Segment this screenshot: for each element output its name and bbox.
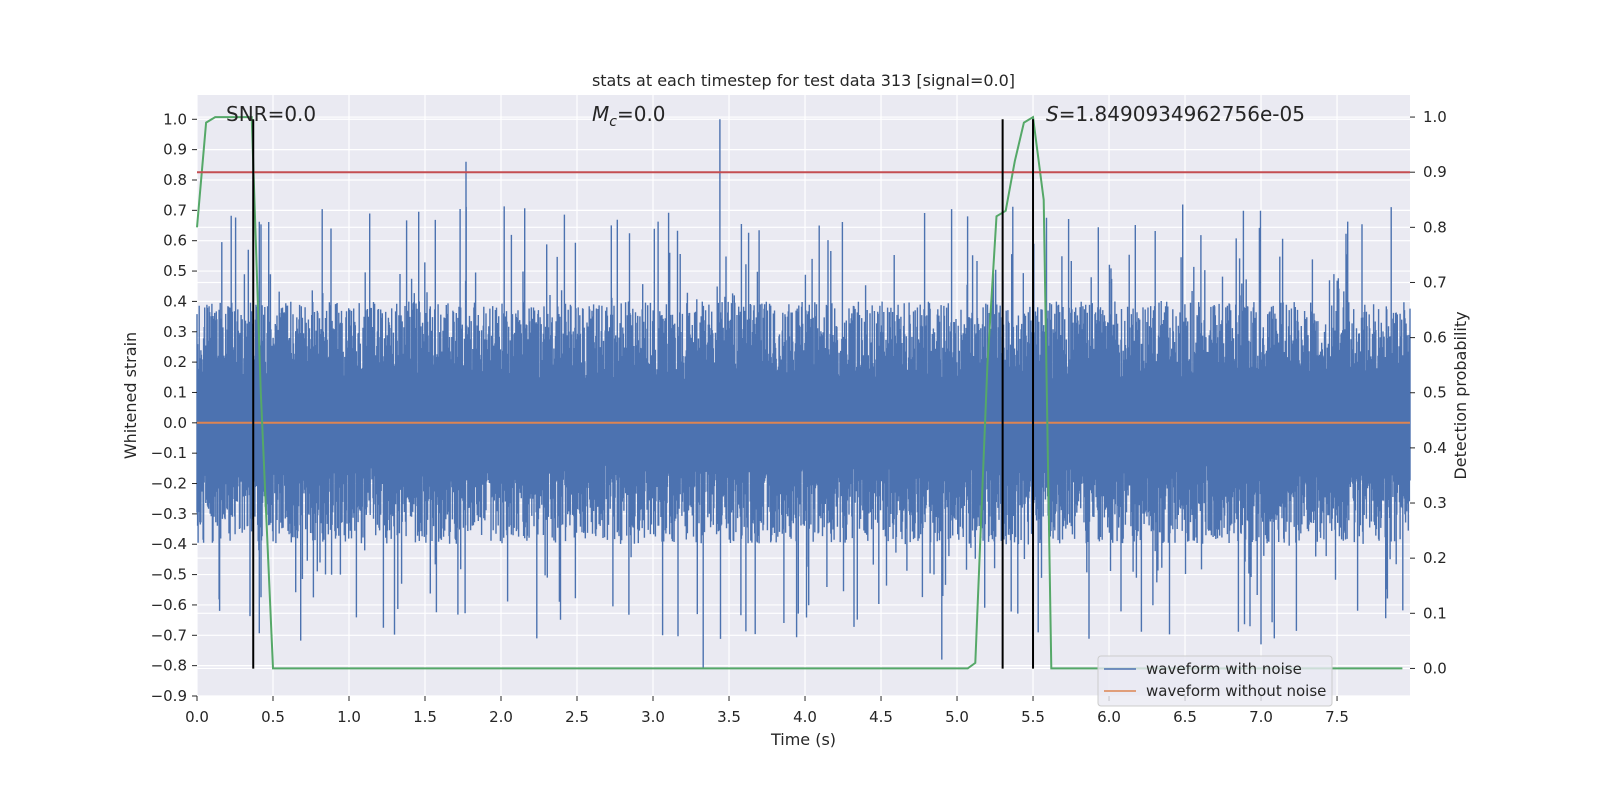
y-tick-label: −0.8: [151, 657, 187, 675]
y-tick-label: 0.0: [163, 414, 187, 432]
x-tick-label: 3.0: [641, 708, 665, 726]
chirp-mass-subscript: c: [609, 114, 617, 130]
y-tick-label: 0.2: [163, 353, 187, 371]
x-tick-label: 6.0: [1097, 708, 1121, 726]
y2-tick-label: 0.6: [1423, 329, 1447, 347]
y-tick-label: −0.2: [151, 475, 187, 493]
x-tick-label: 4.0: [793, 708, 817, 726]
y-tick-label: 0.9: [163, 141, 187, 159]
snr-value: =0.0: [268, 102, 317, 126]
s-symbol: S: [1046, 102, 1059, 126]
legend: waveform with noise waveform without noi…: [1097, 655, 1333, 707]
y-tick-label: −0.3: [151, 505, 187, 523]
y2-tick-label: 0.7: [1423, 273, 1447, 291]
y-tick-label: 0.8: [163, 171, 187, 189]
x-tick-label: 0.0: [185, 708, 209, 726]
y-tick-label: −0.1: [151, 444, 187, 462]
x-tick-label: 3.5: [717, 708, 741, 726]
x-axis-label: Time (s): [770, 730, 836, 749]
y2-tick-label: 0.8: [1423, 218, 1447, 236]
series-line-2: [196, 115, 1403, 670]
y-tick-label: 0.6: [163, 232, 187, 250]
chirp-mass-annotation: Mc=0.0: [592, 102, 666, 130]
y-tick-label: 1.0: [163, 110, 187, 128]
s-value: =1.8490934962756e-05: [1059, 102, 1305, 126]
legend-label-without-noise: waveform without noise: [1146, 682, 1326, 700]
chart-title: stats at each timestep for test data 313…: [592, 71, 1015, 90]
x-tick-label: 2.5: [565, 708, 589, 726]
vertical-markers: [252, 119, 1035, 669]
y-tick-label: −0.7: [151, 626, 187, 644]
y-tick-label: 0.5: [163, 262, 187, 280]
snr-annotation: SNR=0.0: [226, 102, 316, 126]
chirp-mass-symbol: M: [592, 102, 609, 126]
y-tick-label: 0.4: [163, 292, 187, 310]
y2-axis-label: Detection probability: [1451, 311, 1470, 479]
y-axis-label: Whitened strain: [121, 332, 140, 459]
y2-tick-label: 0.3: [1423, 494, 1447, 512]
x-tick-label: 0.5: [261, 708, 285, 726]
x-tick-label: 1.0: [337, 708, 361, 726]
y2-tick-label: 0.0: [1423, 659, 1447, 677]
x-tick-label: 5.0: [945, 708, 969, 726]
y2-tick-label: 0.4: [1423, 439, 1447, 457]
x-tick-label: 5.5: [1021, 708, 1045, 726]
y-tick-label: 0.3: [163, 323, 187, 341]
y2-tick-label: 0.2: [1423, 549, 1447, 567]
y2-tick-label: 0.1: [1423, 604, 1447, 622]
s-annotation: S=1.8490934962756e-05: [1046, 102, 1305, 126]
x-tick-label: 7.0: [1249, 708, 1273, 726]
x-tick-label: 6.5: [1173, 708, 1197, 726]
x-tick-label: 7.5: [1325, 708, 1349, 726]
x-tick-label: 2.0: [489, 708, 513, 726]
series-lines: [196, 115, 1410, 670]
x-tick-label: 4.5: [869, 708, 893, 726]
chirp-mass-value: =0.0: [617, 102, 666, 126]
y-tick-label: 0.1: [163, 383, 187, 401]
y-tick-label: −0.5: [151, 566, 187, 584]
snr-label: SNR: [226, 102, 268, 126]
y-tick-label: −0.9: [151, 687, 187, 705]
y-tick-label: 0.7: [163, 201, 187, 219]
y-tick-label: −0.4: [151, 535, 187, 553]
axes: 0.0 0.5 1.0 1.5 2.0 2.5 3.0 3.5 4.0 4.5 5.0 5.5 6.0 6…: [151, 108, 1447, 726]
legend-label-with-noise: waveform with noise: [1146, 660, 1302, 678]
y2-tick-label: 0.9: [1423, 163, 1447, 181]
x-tick-label: 1.5: [413, 708, 437, 726]
y2-tick-label: 0.5: [1423, 384, 1447, 402]
legend-box: [1097, 655, 1333, 707]
y2-tick-label: 1.0: [1423, 108, 1447, 126]
y-tick-label: −0.6: [151, 596, 187, 614]
